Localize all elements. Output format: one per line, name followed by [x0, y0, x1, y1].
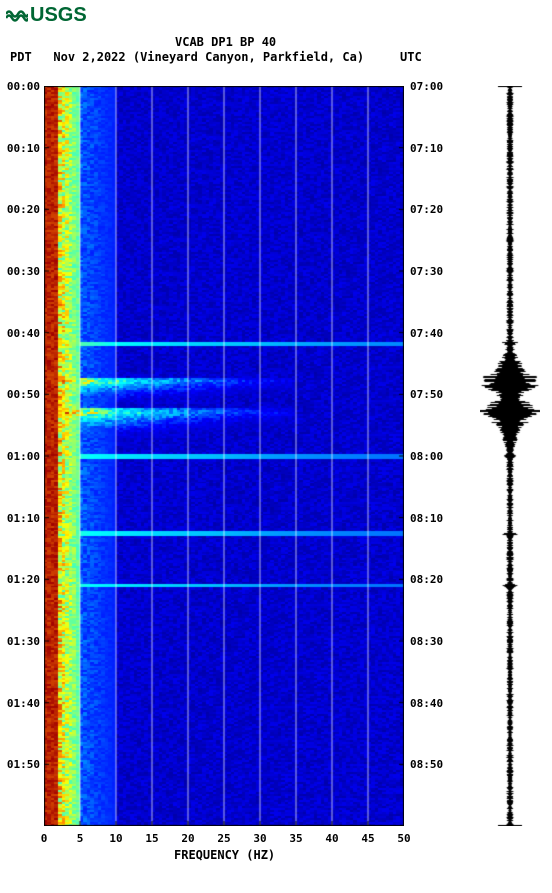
y-tick-right: 07:40	[410, 327, 450, 340]
x-tick: 0	[41, 832, 48, 845]
x-tick: 20	[181, 832, 194, 845]
y-tick-right: 08:50	[410, 758, 450, 771]
tz-left: PDT	[10, 50, 32, 64]
x-tick: 10	[109, 832, 122, 845]
tz-right: UTC	[400, 50, 422, 64]
waveform-plot	[480, 86, 540, 826]
y-tick-right: 08:40	[410, 697, 450, 710]
y-tick-left: 00:40	[0, 327, 40, 340]
y-tick-right: 08:10	[410, 512, 450, 525]
x-tick: 35	[289, 832, 302, 845]
x-axis-label: FREQUENCY (HZ)	[174, 848, 275, 862]
y-tick-left: 01:40	[0, 697, 40, 710]
spectrogram-canvas	[44, 86, 404, 826]
station-title: VCAB DP1 BP 40	[175, 35, 276, 49]
x-tick: 25	[217, 832, 230, 845]
y-tick-right: 07:20	[410, 203, 450, 216]
y-tick-left: 01:20	[0, 573, 40, 586]
usgs-logo: USGS	[6, 4, 87, 27]
y-tick-right: 07:00	[410, 80, 450, 93]
y-tick-right: 07:50	[410, 388, 450, 401]
location: (Vineyard Canyon, Parkfield, Ca)	[133, 50, 364, 64]
y-tick-left: 01:00	[0, 450, 40, 463]
y-tick-left: 00:10	[0, 142, 40, 155]
x-tick: 45	[361, 832, 374, 845]
date: Nov 2,2022	[53, 50, 125, 64]
y-tick-left: 01:10	[0, 512, 40, 525]
y-tick-right: 08:00	[410, 450, 450, 463]
x-tick: 15	[145, 832, 158, 845]
spectrogram-plot	[44, 86, 404, 826]
x-tick: 40	[325, 832, 338, 845]
logo-text: USGS	[30, 4, 87, 27]
x-tick: 50	[397, 832, 410, 845]
y-tick-left: 00:00	[0, 80, 40, 93]
y-tick-left: 00:50	[0, 388, 40, 401]
y-tick-left: 00:20	[0, 203, 40, 216]
y-tick-left: 01:50	[0, 758, 40, 771]
y-tick-right: 07:10	[410, 142, 450, 155]
x-tick: 5	[77, 832, 84, 845]
y-tick-left: 01:30	[0, 635, 40, 648]
y-tick-right: 08:30	[410, 635, 450, 648]
waveform-canvas	[480, 86, 540, 826]
date-line: PDT Nov 2,2022 (Vineyard Canyon, Parkfie…	[10, 50, 364, 64]
y-tick-right: 07:30	[410, 265, 450, 278]
y-tick-left: 00:30	[0, 265, 40, 278]
y-tick-right: 08:20	[410, 573, 450, 586]
wave-icon	[6, 8, 28, 24]
x-tick: 30	[253, 832, 266, 845]
